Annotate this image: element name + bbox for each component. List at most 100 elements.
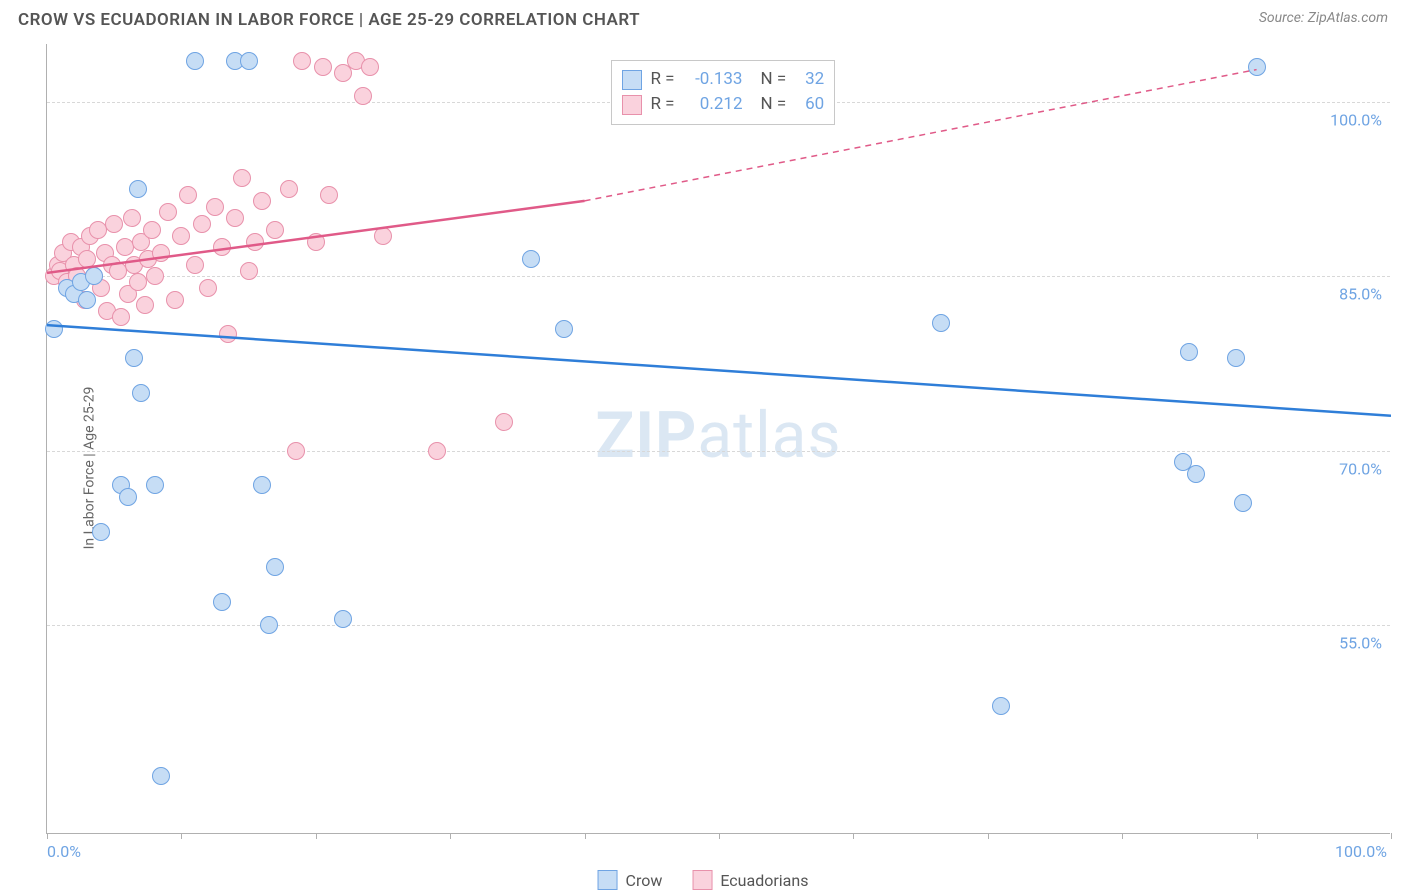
x-tick [181, 833, 182, 839]
x-tick [719, 833, 720, 839]
legend-label: Ecuadorians [720, 871, 808, 890]
chart-header: CROW VS ECUADORIAN IN LABOR FORCE | AGE … [0, 0, 1406, 34]
data-point [159, 203, 177, 221]
legend-stats-row: R = 0.212 N = 60 [622, 92, 824, 118]
data-point [78, 291, 96, 309]
data-point [932, 314, 950, 332]
trend-line [47, 44, 1391, 834]
data-point [152, 244, 170, 262]
data-point [1248, 58, 1266, 76]
data-point [320, 186, 338, 204]
trend-line [47, 44, 1391, 834]
data-point [125, 349, 143, 367]
n-value: 60 [794, 92, 824, 118]
data-point [428, 442, 446, 460]
legend-item: Crow [598, 870, 663, 890]
legend-swatch [692, 870, 712, 890]
data-point [166, 291, 184, 309]
n-label: N = [761, 67, 787, 93]
data-point [146, 476, 164, 494]
data-point [119, 488, 137, 506]
watermark-light: atlas [697, 397, 841, 472]
data-point [112, 308, 130, 326]
legend-swatch [622, 70, 642, 90]
x-tick [1391, 833, 1392, 839]
data-point [199, 279, 217, 297]
data-point [213, 593, 231, 611]
data-point [266, 221, 284, 239]
data-point [293, 52, 311, 70]
chart-source: Source: ZipAtlas.com [1259, 10, 1388, 26]
data-point [253, 476, 271, 494]
x-tick [47, 833, 48, 839]
data-point [78, 250, 96, 268]
data-point [1227, 349, 1245, 367]
r-label: R = [650, 92, 674, 118]
x-tick [853, 833, 854, 839]
chart-container: In Labor Force | Age 25-29 ZIPatlas 55.0… [0, 44, 1406, 892]
data-point [132, 384, 150, 402]
data-point [105, 215, 123, 233]
data-point [146, 267, 164, 285]
data-point [123, 209, 141, 227]
data-point [555, 320, 573, 338]
data-point [307, 233, 325, 251]
legend-swatch [622, 95, 642, 115]
data-point [1234, 494, 1252, 512]
r-value: -0.133 [683, 67, 743, 93]
data-point [992, 697, 1010, 715]
data-point [85, 267, 103, 285]
data-point [226, 209, 244, 227]
x-tick-label: 0.0% [47, 842, 81, 861]
data-point [361, 58, 379, 76]
x-tick [585, 833, 586, 839]
data-point [240, 262, 258, 280]
data-point [1187, 465, 1205, 483]
data-point [193, 215, 211, 233]
data-point [253, 192, 271, 210]
data-point [246, 233, 264, 251]
data-point [374, 227, 392, 245]
gridline [47, 451, 1390, 452]
x-tick [450, 833, 451, 839]
data-point [240, 52, 258, 70]
y-tick-label: 100.0% [1330, 111, 1382, 130]
data-point [136, 296, 154, 314]
data-point [179, 186, 197, 204]
scatter-plot: ZIPatlas 55.0%70.0%85.0%100.0%0.0%100.0%… [46, 44, 1390, 834]
data-point [129, 180, 147, 198]
data-point [219, 325, 237, 343]
x-tick [1122, 833, 1123, 839]
data-point [45, 320, 63, 338]
n-label: N = [761, 92, 787, 118]
data-point [152, 767, 170, 785]
data-point [266, 558, 284, 576]
data-point [334, 610, 352, 628]
data-point [287, 442, 305, 460]
watermark: ZIPatlas [596, 397, 842, 472]
data-point [186, 256, 204, 274]
x-tick-label: 100.0% [1335, 842, 1387, 861]
legend-bottom: Crow Ecuadorians [598, 870, 809, 890]
n-value: 32 [794, 67, 824, 93]
data-point [92, 523, 110, 541]
x-tick [1257, 833, 1258, 839]
data-point [233, 169, 251, 187]
data-point [172, 227, 190, 245]
legend-item: Ecuadorians [692, 870, 808, 890]
legend-label: Crow [626, 871, 663, 890]
data-point [213, 238, 231, 256]
data-point [522, 250, 540, 268]
watermark-bold: ZIP [596, 397, 698, 472]
data-point [186, 52, 204, 70]
data-point [206, 198, 224, 216]
data-point [260, 616, 278, 634]
data-point [354, 87, 372, 105]
data-point [143, 221, 161, 239]
chart-title: CROW VS ECUADORIAN IN LABOR FORCE | AGE … [18, 10, 640, 30]
data-point [1180, 343, 1198, 361]
r-value: 0.212 [683, 92, 743, 118]
r-label: R = [650, 67, 674, 93]
y-tick-label: 85.0% [1339, 285, 1382, 304]
trend-line [47, 44, 1391, 834]
